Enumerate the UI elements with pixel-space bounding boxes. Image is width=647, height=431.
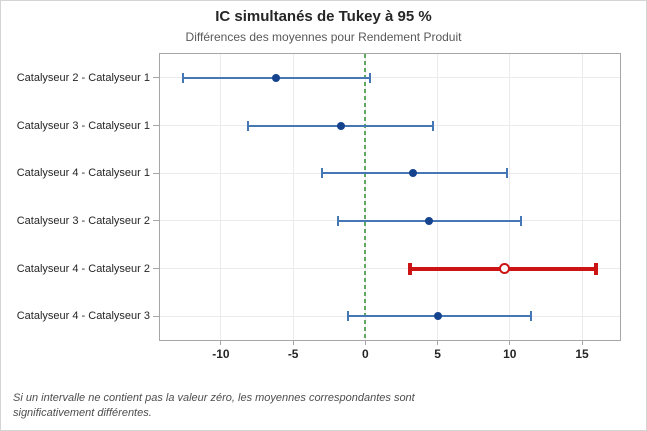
interval-cap-left xyxy=(321,168,324,179)
vertical-gridline xyxy=(581,54,583,340)
interval-cap-left xyxy=(347,311,350,322)
y-tick-mark xyxy=(153,77,159,79)
chart-title: IC simultanés de Tukey à 95 % xyxy=(215,8,432,25)
y-tick-mark xyxy=(153,220,159,222)
x-tick-mark xyxy=(437,340,439,345)
x-tick-mark xyxy=(364,340,366,345)
x-tick-mark xyxy=(509,340,511,345)
x-axis-tick-label: 0 xyxy=(362,347,369,361)
mean-marker-dot-icon xyxy=(424,216,433,225)
x-axis-tick-label: -5 xyxy=(287,347,299,361)
vertical-gridline xyxy=(220,54,222,340)
y-axis-label: Catalyseur 3 - Catalyseur 1 xyxy=(16,119,150,132)
y-axis-label: Catalyseur 4 - Catalyseur 2 xyxy=(16,262,150,275)
x-axis-tick-label: 10 xyxy=(503,347,517,361)
interval-cap-right xyxy=(505,168,508,179)
y-tick-mark xyxy=(153,125,159,126)
vertical-gridline xyxy=(292,54,294,340)
interval-cap-right xyxy=(368,72,371,83)
significant-mean-marker-circle-icon xyxy=(498,263,510,274)
interval-cap-left xyxy=(408,262,413,275)
y-tick-mark xyxy=(153,268,159,269)
interval-cap-left xyxy=(247,120,250,131)
interval-cap-left xyxy=(182,72,185,83)
mean-marker-dot-icon xyxy=(433,312,442,321)
vertical-gridline xyxy=(437,54,439,340)
horizontal-gridline xyxy=(160,268,620,269)
footnote-line-2: significativement différentes. xyxy=(13,407,152,419)
footnote: Si un intervalle ne contient pas la vale… xyxy=(13,391,415,421)
interval-cap-right xyxy=(432,120,435,131)
x-axis-tick-label: 15 xyxy=(575,347,589,361)
mean-marker-dot-icon xyxy=(409,169,418,178)
zero-reference-line xyxy=(364,54,367,340)
x-tick-mark xyxy=(292,340,294,345)
horizontal-gridline xyxy=(160,77,620,79)
x-tick-mark xyxy=(220,340,222,345)
interval-cap-right xyxy=(594,262,599,275)
y-axis-label: Catalyseur 3 - Catalyseur 2 xyxy=(16,214,150,227)
interval-cap-right xyxy=(530,311,533,322)
x-tick-mark xyxy=(581,340,583,345)
interval-cap-right xyxy=(520,215,523,226)
plot-area xyxy=(159,53,621,341)
x-axis-tick-label: 5 xyxy=(434,347,441,361)
y-tick-mark xyxy=(153,315,159,317)
y-axis-label: Catalyseur 4 - Catalyseur 1 xyxy=(16,167,150,180)
chart-subtitle: Différences des moyennes pour Rendement … xyxy=(185,30,462,44)
interval-cap-left xyxy=(336,215,339,226)
vertical-gridline xyxy=(509,54,511,340)
x-axis-tick-label: -10 xyxy=(212,347,230,361)
y-tick-mark xyxy=(153,172,159,174)
y-axis-label: Catalyseur 4 - Catalyseur 3 xyxy=(16,310,150,323)
y-axis-label: Catalyseur 2 - Catalyseur 1 xyxy=(16,71,150,84)
footnote-line-1: Si un intervalle ne contient pas la vale… xyxy=(13,392,415,404)
mean-marker-dot-icon xyxy=(271,73,280,82)
mean-marker-dot-icon xyxy=(336,121,345,130)
